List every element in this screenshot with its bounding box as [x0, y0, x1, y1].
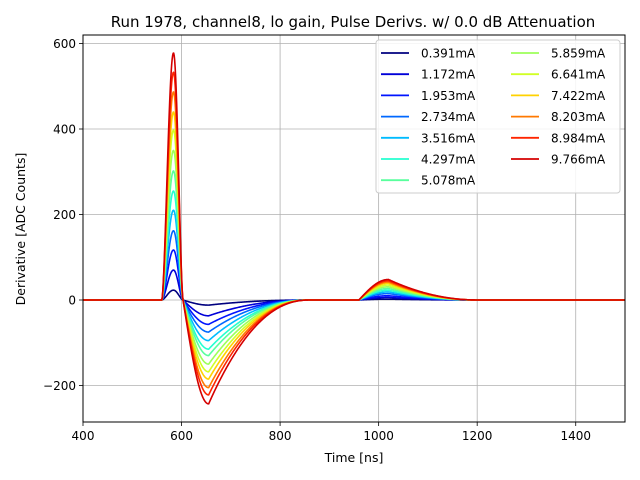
y-tick-label: 200 [53, 208, 76, 222]
legend: 0.391mA 1.172mA 1.953mA 2.734mA 3.516mA 4.297… [375, 39, 621, 194]
chart-title: Run 1978, channel8, lo gain, Pulse Deriv… [111, 13, 596, 31]
legend-label: 8.203mA [551, 110, 606, 124]
plot-frame [82, 34, 626, 423]
x-axis-ticks: 400 600 800 1000 1200 1400 [72, 422, 591, 443]
legend-label: 1.953mA [421, 89, 476, 103]
legend-label: 4.297mA [421, 153, 476, 167]
y-tick-label: 600 [53, 37, 76, 51]
legend-label: 5.078mA [421, 174, 476, 188]
series-line [82, 52, 626, 405]
x-tick-label: 1400 [560, 429, 591, 443]
x-tick-label: 800 [269, 429, 292, 443]
legend-label: 8.984mA [551, 131, 606, 145]
y-axis-ticks: −200 0 200 400 600 [43, 37, 83, 393]
legend-box [375, 39, 621, 194]
legend-label: 1.172mA [421, 68, 476, 82]
x-tick-label: 600 [170, 429, 193, 443]
x-tick-label: 1200 [462, 429, 493, 443]
legend-label: 6.641mA [551, 68, 606, 82]
y-tick-label: 0 [68, 294, 76, 308]
legend-label: 2.734mA [421, 110, 476, 124]
curves [82, 52, 626, 405]
x-tick-label: 1000 [363, 429, 394, 443]
legend-label: 0.391mA [421, 47, 476, 61]
y-tick-label: 400 [53, 123, 76, 137]
x-tick-label: 400 [72, 429, 95, 443]
y-axis-label: Derivative [ADC Counts] [13, 153, 28, 306]
legend-label: 7.422mA [551, 89, 606, 103]
x-axis-label: Time [ns] [324, 450, 384, 465]
legend-label: 9.766mA [551, 153, 606, 167]
y-tick-label: −200 [43, 379, 76, 393]
legend-label: 3.516mA [421, 131, 476, 145]
legend-label: 5.859mA [551, 47, 606, 61]
